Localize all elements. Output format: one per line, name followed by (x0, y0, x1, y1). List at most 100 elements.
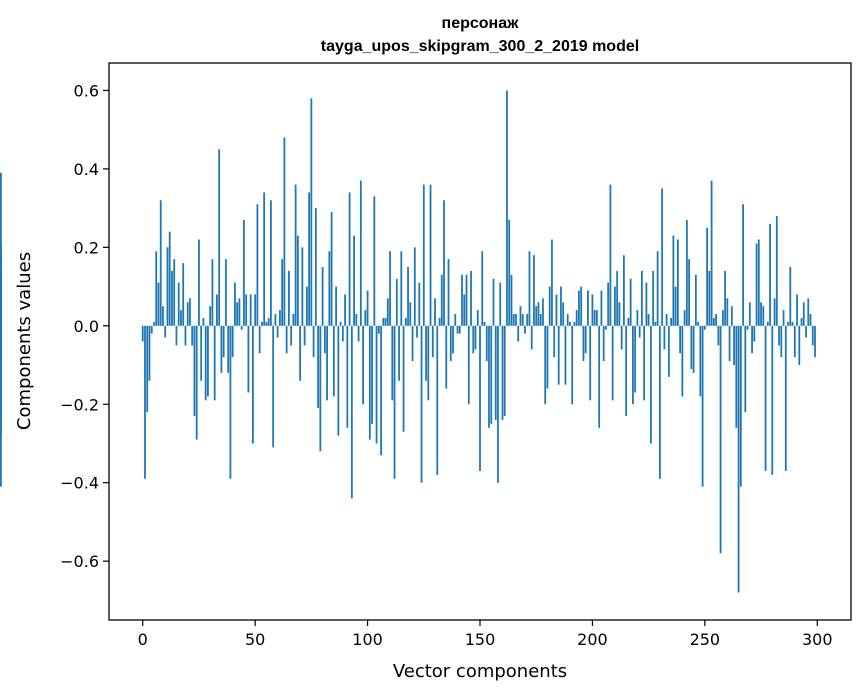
bar (712, 317, 715, 326)
bar (346, 325, 349, 428)
bar (195, 325, 198, 440)
bar (618, 302, 621, 326)
bar (629, 278, 632, 326)
bar (218, 149, 221, 326)
bar (488, 325, 490, 428)
bar (739, 325, 742, 487)
bar (791, 321, 794, 326)
bar (319, 325, 322, 452)
bar (688, 259, 691, 326)
bar (317, 325, 320, 409)
bar (328, 251, 331, 326)
bar (766, 321, 769, 326)
bar (715, 314, 717, 326)
bar (470, 270, 472, 326)
bar (537, 302, 540, 326)
bar (240, 325, 243, 330)
bar (238, 298, 241, 326)
bar (551, 239, 553, 326)
bar (533, 255, 535, 326)
bar (440, 274, 443, 326)
bar (162, 306, 164, 326)
bar (481, 251, 484, 326)
bar (539, 314, 542, 326)
bar (339, 321, 342, 326)
bar (560, 286, 562, 326)
bar (494, 325, 497, 420)
y-tick-label: 0.4 (74, 160, 99, 179)
bar (265, 321, 268, 326)
bar (717, 325, 720, 346)
bar (753, 325, 756, 342)
bar (400, 251, 403, 326)
bar (305, 286, 308, 326)
bar (544, 325, 547, 405)
bar (632, 325, 634, 405)
bar (789, 266, 792, 326)
bar (443, 200, 445, 326)
bar (796, 294, 798, 326)
bar (634, 325, 637, 393)
bar (609, 184, 612, 326)
x-tick-label: 50 (245, 630, 265, 649)
bar (706, 227, 708, 326)
bar (344, 294, 346, 326)
bar (571, 325, 574, 405)
bar (164, 325, 167, 338)
bar (807, 298, 810, 326)
bar (701, 325, 704, 487)
bar (569, 321, 571, 326)
bar (780, 325, 783, 358)
bar (263, 192, 266, 326)
bar (314, 208, 317, 326)
bar (485, 325, 488, 362)
bar (285, 325, 288, 354)
bar (479, 325, 481, 471)
bar (719, 325, 722, 554)
bar (434, 298, 436, 326)
bar (616, 270, 619, 326)
bar (0, 306, 2, 326)
bar (465, 274, 468, 326)
bars-group (0, 90, 816, 593)
bar (483, 321, 486, 326)
bar (524, 325, 526, 334)
bar (211, 259, 214, 326)
bar (310, 98, 313, 326)
bar (587, 290, 589, 326)
bar (425, 325, 427, 381)
bar (202, 317, 205, 326)
y-tick-label: 0.2 (74, 238, 99, 257)
bar (256, 204, 259, 326)
bar (416, 325, 418, 338)
bar (180, 310, 182, 326)
bar (699, 325, 702, 397)
bar (391, 325, 394, 401)
bar (764, 325, 767, 471)
bar (173, 259, 176, 326)
bar (623, 255, 625, 326)
bar (155, 251, 158, 326)
x-axis-ticks: 0 50 100 150 200 250 300 (138, 620, 833, 649)
bar (382, 317, 385, 326)
bar (625, 325, 628, 417)
bar (591, 294, 594, 326)
bar (760, 302, 762, 326)
bar (656, 251, 659, 326)
bar (721, 310, 724, 326)
bar (229, 325, 232, 479)
bar (683, 310, 686, 326)
bar (380, 325, 382, 456)
bar (0, 172, 2, 326)
bar (377, 325, 380, 334)
y-tick-label: −0.6 (60, 552, 99, 571)
bar (515, 314, 517, 326)
bar (614, 286, 616, 326)
bar (395, 278, 398, 326)
bar (506, 90, 508, 326)
bar (413, 247, 416, 326)
bar (276, 325, 279, 338)
bar (348, 192, 351, 326)
bar (735, 325, 738, 428)
bar (368, 325, 371, 440)
